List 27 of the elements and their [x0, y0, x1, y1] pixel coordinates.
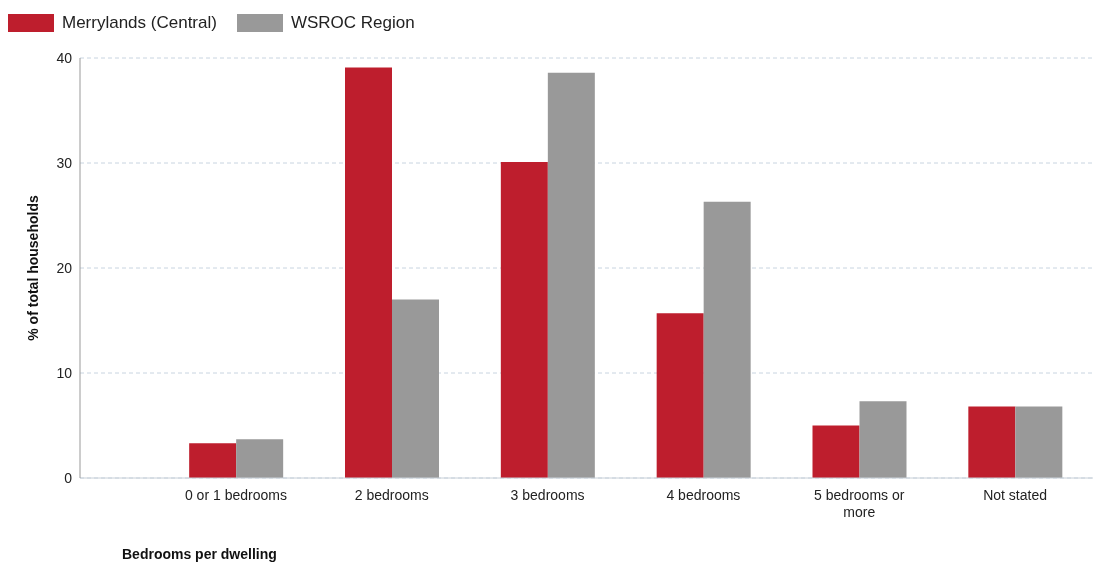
- x-tick-label: 2 bedrooms: [354, 487, 429, 503]
- bar: [968, 406, 1016, 478]
- bar: [703, 201, 751, 478]
- y-tick-label: 10: [56, 364, 73, 381]
- x-tick-label: Not stated: [983, 487, 1047, 503]
- legend-label: WSROC Region: [290, 13, 415, 33]
- bar: [392, 299, 439, 478]
- y-axis-title: % of total households: [24, 195, 41, 341]
- x-tick-label: 3 bedrooms: [510, 487, 585, 503]
- bar: [859, 401, 907, 478]
- y-tick-label: 40: [56, 49, 73, 66]
- x-tick-label: 0 or 1 bedrooms: [184, 487, 287, 503]
- y-tick-label: 30: [56, 154, 73, 171]
- bar: [656, 313, 704, 478]
- bar: [1015, 406, 1063, 478]
- x-axis-title: Bedrooms per dwelling: [122, 546, 278, 562]
- y-tick-label: 20: [56, 259, 73, 276]
- bar: [812, 425, 860, 478]
- bar: [345, 67, 392, 478]
- x-tick-label: 4 bedrooms: [666, 487, 741, 503]
- bar: [500, 161, 548, 478]
- bar: [189, 443, 237, 478]
- bar: [547, 72, 595, 478]
- bar: [236, 439, 284, 478]
- legend-label: Merrylands (Central): [62, 13, 217, 33]
- y-tick-label: 0: [64, 469, 73, 486]
- x-tick-label: 5 bedrooms or more: [814, 487, 905, 520]
